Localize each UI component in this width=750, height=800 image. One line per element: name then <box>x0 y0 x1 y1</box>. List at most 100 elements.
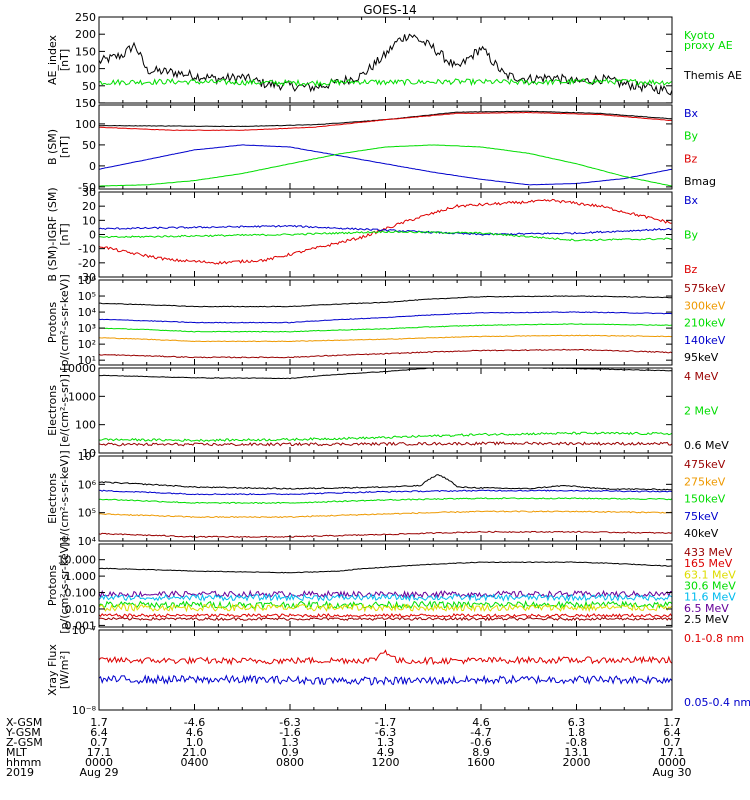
ytick-label: 0 <box>89 229 96 242</box>
legend-label: 95keV <box>684 351 719 364</box>
footer-value: 2000 <box>563 756 591 769</box>
footer-value: -0.8 <box>566 736 587 749</box>
series-575kev <box>99 348 672 359</box>
legend-label: 6.5 MeV <box>684 602 729 615</box>
footer-value: 1.3 <box>281 736 299 749</box>
legend-label: Bx <box>684 194 699 207</box>
ytick-label: 50 <box>82 80 96 93</box>
footer-value: 0000 <box>658 756 686 769</box>
panel-4: 10¹ 10² 10³ 10⁴ 10⁵ 10⁶ Protons[p/(cm²-s-sr-ke… <box>46 274 726 371</box>
legend-label: Bx <box>684 107 699 120</box>
footer-value: 0800 <box>276 756 304 769</box>
footer-value: -6.3 <box>279 716 300 729</box>
ytick-label: -50 <box>78 181 96 194</box>
legend-label: By <box>684 130 699 143</box>
legend-label: By <box>684 229 699 242</box>
footer-value: -0.6 <box>470 736 491 749</box>
series-6-5-mev <box>99 589 672 599</box>
ytick-label: 10⁵ <box>78 290 96 303</box>
y-axis-label: Electrons[e/(cm²-s-sr)] <box>46 374 71 447</box>
ytick-label: 0.100 <box>65 587 97 600</box>
legend-label: 2.5 MeV <box>684 613 729 626</box>
series-by <box>99 230 672 242</box>
ytick-label: 200 <box>75 28 96 41</box>
legend-label: Bz <box>684 263 698 276</box>
footer-value: 21.0 <box>182 746 207 759</box>
series-4-mev <box>99 441 672 447</box>
legend-label: 0.1-0.8 nm <box>684 632 744 645</box>
footer-value: 0.7 <box>663 736 681 749</box>
series-63-1-mev <box>99 602 672 613</box>
footer-value: 0400 <box>181 756 209 769</box>
footer-value: 17.1 <box>87 746 112 759</box>
series-140kev <box>99 311 672 324</box>
ytick-label: 10⁻⁷ <box>72 624 96 637</box>
panel-7: 0.001 0.010 0.100 1.000 10.000Protons[p/(cm²… <box>46 537 736 634</box>
series-bx <box>99 224 672 236</box>
footer-value: 1600 <box>467 756 495 769</box>
ytick-label: 30 <box>82 186 96 199</box>
footer-value: 13.1 <box>564 746 589 759</box>
ytick-label: -30 <box>78 271 96 284</box>
series-0-05-0-4-nm <box>99 674 672 686</box>
legend-label: 0.05-0.4 nm <box>684 696 750 709</box>
ytick-label: 10⁵ <box>78 507 96 520</box>
legend-label: 150keV <box>684 493 726 506</box>
legend-label: 30.6 MeV <box>684 580 736 593</box>
footer-value: 4.6 <box>186 726 204 739</box>
series-150kev <box>99 497 672 505</box>
ytick-label: 250 <box>75 11 96 24</box>
legend-label: Bmag <box>684 175 716 188</box>
series-75kev <box>99 489 672 496</box>
footer-value: 17.1 <box>660 746 685 759</box>
ytick-label: -20 <box>78 257 96 270</box>
footer-value: 6.4 <box>90 726 108 739</box>
ytick-label: 100 <box>75 63 96 76</box>
panel-frame <box>98 629 673 711</box>
ytick-label: 100 <box>75 118 96 131</box>
footer-value: 1.3 <box>377 736 395 749</box>
legend-label: Kyoto <box>684 29 715 42</box>
legend-label: 63.1 MeV <box>684 568 736 581</box>
series-40kev <box>99 474 672 491</box>
ytick-label: 1000 <box>68 390 96 403</box>
series-themis-ae <box>99 33 672 96</box>
footer-value: -1.6 <box>279 726 300 739</box>
legend-label: 140keV <box>684 334 726 347</box>
footer-row-label: 2019 <box>6 766 34 779</box>
legend-label: 210keV <box>684 317 726 330</box>
panel-frame <box>98 367 673 454</box>
ytick-label: 10⁴ <box>78 535 97 548</box>
footer-value: 1.0 <box>186 736 204 749</box>
legend-label: 75keV <box>684 510 719 523</box>
footer-row-label: Y-GSM <box>5 726 41 739</box>
ytick-label: 0 <box>89 160 96 173</box>
ytick-label: 10⁶ <box>78 274 97 287</box>
ytick-label: 10² <box>78 338 96 351</box>
series-30-6-mev <box>99 600 672 610</box>
series-210kev <box>99 323 672 333</box>
series-bmag <box>99 110 672 128</box>
series-95kev <box>99 295 672 308</box>
footer-row-label: Z-GSM <box>6 736 43 749</box>
series-kyoto-proxy-ae <box>99 77 672 87</box>
ytick-label: 20 <box>82 200 96 213</box>
panel-2: -50 0 50 100 150 B (SM)[nT] Bx By Bz Bmag <box>46 97 716 194</box>
legend-label: 433 MeV <box>684 546 733 559</box>
y-axis-label: Electrons[e/(cm²-s-sr-keV)] <box>46 450 71 546</box>
footer-row-label: X-GSM <box>6 716 42 729</box>
legend-label: 275keV <box>684 475 726 488</box>
footer-row-label: hhmm <box>6 756 41 769</box>
panel-6: 10⁴ 10⁵ 10⁶ 10⁷ Electrons[e/(cm²-s-sr-keV)] 4… <box>46 450 726 548</box>
legend-label: proxy AE <box>684 39 733 52</box>
legend-label: 0.6 MeV <box>684 439 729 452</box>
ytick-label: 10000 <box>61 362 96 375</box>
panel-frame <box>98 543 673 628</box>
footer-value: 6.4 <box>663 726 681 739</box>
footer-value: 6.3 <box>568 716 586 729</box>
series-165-mev <box>99 612 672 618</box>
